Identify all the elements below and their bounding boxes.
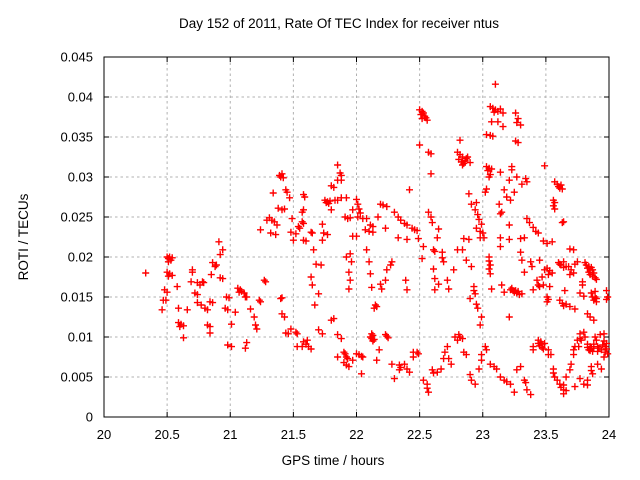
x-tick-label: 23 (476, 427, 490, 442)
y-tick-label: 0.015 (60, 290, 93, 305)
y-tick-label: 0.045 (60, 50, 93, 65)
x-tick-label: 22 (349, 427, 363, 442)
x-tick-label: 24 (602, 427, 616, 442)
plot-border (103, 56, 610, 418)
y-axis-title: ROTI / TECUs (16, 193, 31, 280)
y-tick-label: 0.04 (68, 90, 93, 105)
x-tick-label: 21.5 (281, 427, 306, 442)
y-tick-label: 0.03 (68, 170, 93, 185)
x-tick-label: 23.5 (533, 427, 558, 442)
chart-title: Day 152 of 2011, Rate Of TEC Index for r… (179, 16, 499, 31)
axis-labels: 20 20.5 21 21.5 22 22.5 23 23.5 24 0 0.005 0.01 0.01… (60, 50, 616, 443)
x-tick-label: 20 (97, 427, 111, 442)
y-tick-label: 0.025 (60, 210, 93, 225)
data-points (142, 80, 612, 399)
y-tick-label: 0.01 (68, 330, 93, 345)
y-tick-label: 0 (86, 410, 93, 425)
x-tick-label: 20.5 (154, 427, 179, 442)
x-tick-label: 22.5 (407, 427, 432, 442)
scatter-plus-markers (142, 80, 612, 399)
y-tick-label: 0.005 (60, 370, 93, 385)
y-tick-label: 0.02 (68, 250, 93, 265)
x-tick-label: 21 (223, 427, 237, 442)
y-tick-label: 0.035 (60, 130, 93, 145)
x-axis-title: GPS time / hours (282, 453, 385, 468)
